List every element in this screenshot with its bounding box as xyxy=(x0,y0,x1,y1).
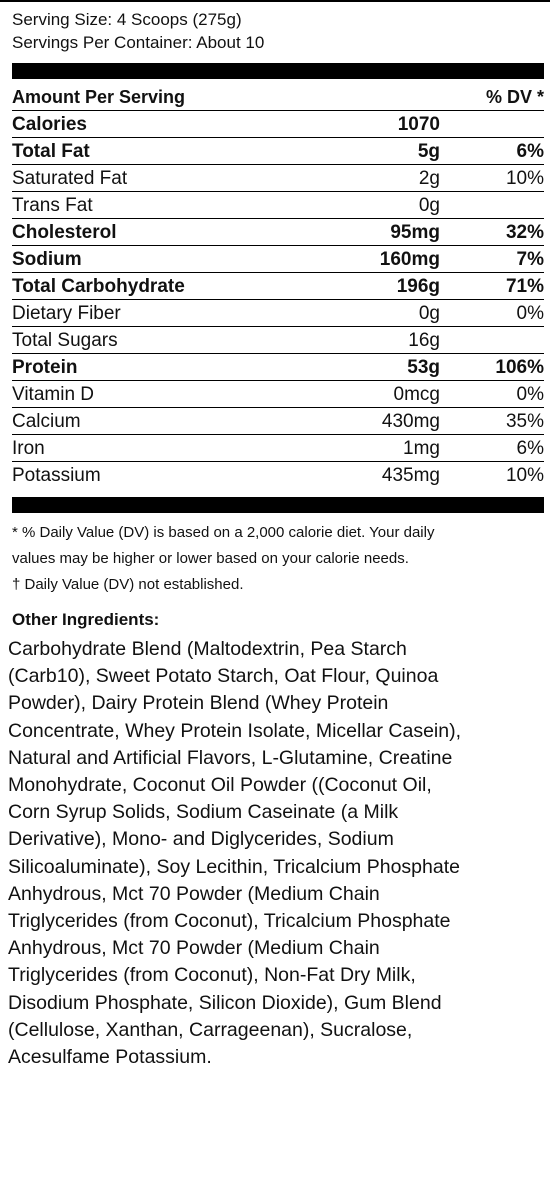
ingredients-line: Derivative), Mono- and Diglycerides, Sod… xyxy=(8,828,394,851)
nutrient-name: Sodium xyxy=(12,249,82,270)
ingredients-line: Anhydrous, Mct 70 Powder (Medium Chain xyxy=(8,882,380,905)
table-row: Saturated Fat 2g 10% xyxy=(12,164,544,191)
nutrient-name: Protein xyxy=(12,357,78,378)
nutrient-amount: 435mg xyxy=(381,465,440,486)
table-row: Dietary Fiber 0g 0% xyxy=(12,299,544,326)
nutrient-name: Calories xyxy=(12,114,87,135)
nutrient-name: Trans Fat xyxy=(12,195,93,216)
servings-per-container: Servings Per Container: About 10 xyxy=(12,33,265,52)
ingredients-text: Carbohydrate Blend (Maltodextrin, Pea St… xyxy=(8,636,546,1071)
footnote-line: values may be higher or lower based on y… xyxy=(12,550,409,567)
nutrient-amount: 5g xyxy=(417,141,440,162)
nutrient-rows: Calories 1070 Total Fat 5g 6% Saturated Fat 2g… xyxy=(12,110,544,488)
nutrient-daily-value: 0% xyxy=(516,384,544,405)
table-row: Calcium 430mg 35% xyxy=(12,407,544,434)
table-row: Calories 1070 xyxy=(12,110,544,137)
nutrient-amount: 95mg xyxy=(390,222,440,243)
header-amount-per-serving: Amount Per Serving xyxy=(12,87,186,107)
header-daily-value: % DV * xyxy=(485,87,544,107)
nutrient-amount: 53g xyxy=(407,357,440,378)
daily-value-footnote: * % Daily Value (DV) is based on a 2,000… xyxy=(12,520,544,598)
nutrient-name: Total Fat xyxy=(12,141,90,162)
nutrient-name: Vitamin D xyxy=(12,384,95,405)
table-row: Total Sugars 16g xyxy=(12,326,544,353)
ingredients-line: Monohydrate, Coconut Oil Powder ((Coconu… xyxy=(8,774,432,797)
nutrient-amount: 0mcg xyxy=(393,384,440,405)
footnote-line: † Daily Value (DV) not established. xyxy=(12,576,244,593)
nutrient-amount: 160mg xyxy=(379,249,440,270)
nutrient-daily-value: 106% xyxy=(495,357,544,378)
nutrient-amount: 1070 xyxy=(397,114,440,135)
table-header: Amount Per Serving % DV * xyxy=(12,85,544,110)
nutrient-name: Potassium xyxy=(12,465,101,486)
ingredients-line: (Cellulose, Xanthan, Carrageenan), Sucra… xyxy=(8,1018,413,1041)
nutrition-table: Amount Per Serving % DV * Calories 1070 To… xyxy=(12,85,544,488)
nutrient-name: Total Carbohydrate xyxy=(12,276,185,297)
nutrient-name: Dietary Fiber xyxy=(12,303,121,324)
serving-info: Serving Size: 4 Scoops (275g) Servings P… xyxy=(12,8,264,54)
ingredients-line: Concentrate, Whey Protein Isolate, Micel… xyxy=(8,719,462,742)
nutrient-daily-value: 10% xyxy=(505,168,544,189)
table-row: Iron 1mg 6% xyxy=(12,434,544,461)
ingredients-line: Silicoaluminate), Soy Lecithin, Tricalci… xyxy=(8,855,460,878)
nutrient-daily-value: 32% xyxy=(505,222,544,243)
ingredients-line: Acesulfame Potassium. xyxy=(8,1046,212,1069)
ingredients-line: Carbohydrate Blend (Maltodextrin, Pea St… xyxy=(8,638,407,660)
ingredients-line: Anhydrous, Mct 70 Powder (Medium Chain xyxy=(8,937,380,960)
nutrient-name: Saturated Fat xyxy=(12,168,128,189)
thick-divider-bottom xyxy=(12,497,544,513)
nutrient-daily-value: 71% xyxy=(505,276,544,297)
footnote-line: * % Daily Value (DV) is based on a 2,000… xyxy=(12,524,435,541)
nutrient-amount: 430mg xyxy=(381,411,440,432)
nutrient-daily-value: 6% xyxy=(516,438,544,459)
table-row: Sodium 160mg 7% xyxy=(12,245,544,272)
nutrient-amount: 16g xyxy=(408,330,440,351)
nutrient-name: Cholesterol xyxy=(12,222,117,243)
ingredients-line: Corn Syrup Solids, Sodium Caseinate (a M… xyxy=(8,801,399,824)
ingredients-line: Disodium Phosphate, Silicon Dioxide), Gu… xyxy=(8,991,442,1014)
ingredients-line: Natural and Artificial Flavors, L-Glutam… xyxy=(8,746,453,769)
table-row: Potassium 435mg 10% xyxy=(12,461,544,488)
table-row: Cholesterol 95mg 32% xyxy=(12,218,544,245)
nutrient-amount: 0g xyxy=(418,195,440,216)
nutrient-daily-value: 0% xyxy=(516,303,544,324)
serving-size: Serving Size: 4 Scoops (275g) xyxy=(12,10,242,29)
nutrient-daily-value: 10% xyxy=(505,465,544,486)
nutrient-name: Total Sugars xyxy=(12,330,118,351)
table-row: Protein 53g 106% xyxy=(12,353,544,380)
ingredients-line: Triglycerides (from Coconut), Tricalcium… xyxy=(8,910,451,933)
nutrient-amount: 196g xyxy=(396,276,440,297)
table-row: Total Carbohydrate 196g 71% xyxy=(12,272,544,299)
nutrient-name: Iron xyxy=(12,438,45,459)
nutrient-amount: 1mg xyxy=(403,438,440,459)
nutrient-amount: 0g xyxy=(418,303,440,324)
thick-divider-top xyxy=(12,63,544,79)
table-row: Trans Fat 0g xyxy=(12,191,544,218)
nutrient-daily-value: 35% xyxy=(505,411,544,432)
ingredients-line: (Carb10), Sweet Potato Starch, Oat Flour… xyxy=(8,665,439,688)
nutrient-daily-value: 7% xyxy=(516,249,544,270)
nutrient-amount: 2g xyxy=(418,168,440,189)
nutrient-daily-value: 6% xyxy=(516,141,544,162)
ingredients-line: Triglycerides (from Coconut), Non-Fat Dr… xyxy=(8,964,416,987)
table-row: Total Fat 5g 6% xyxy=(12,137,544,164)
top-border-rule xyxy=(0,0,550,2)
nutrient-name: Calcium xyxy=(12,411,81,432)
ingredients-line: Powder), Dairy Protein Blend (Whey Prote… xyxy=(8,692,389,715)
ingredients-title: Other Ingredients: xyxy=(12,610,160,629)
table-row: Vitamin D 0mcg 0% xyxy=(12,380,544,407)
